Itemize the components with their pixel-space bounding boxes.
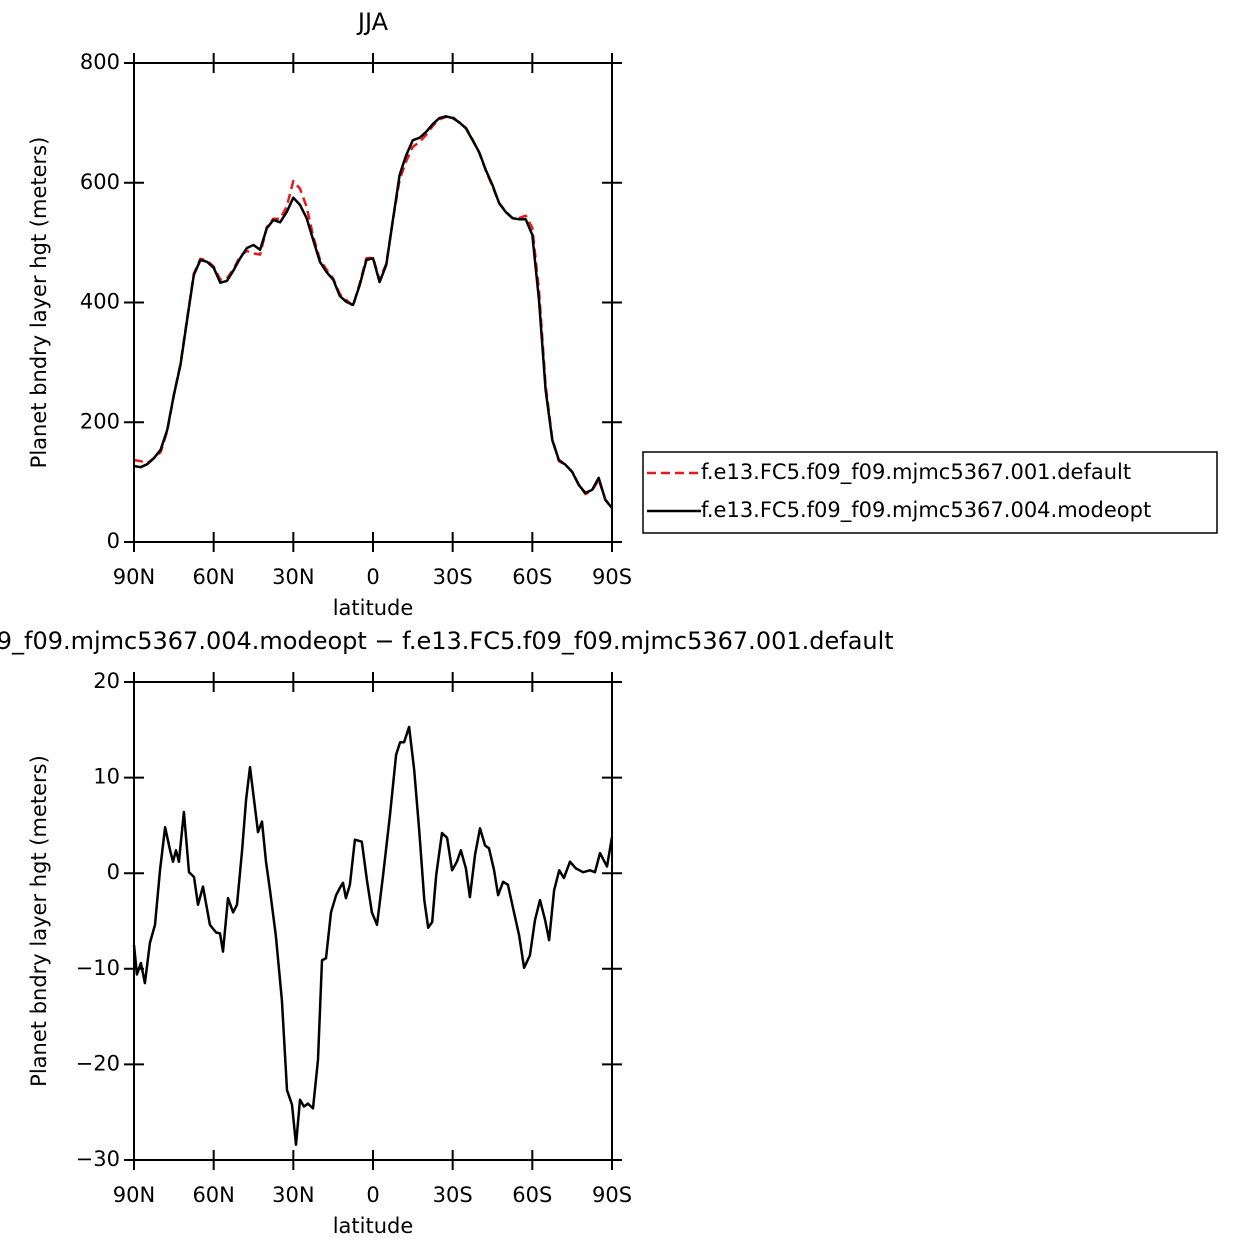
y-axis-label: Planet bndry layer hgt (meters) — [27, 755, 51, 1087]
y-tick-label: −30 — [76, 1147, 120, 1171]
y-axis-label: Planet bndry layer hgt (meters) — [27, 137, 51, 469]
y-tick-label: 10 — [93, 765, 120, 789]
x-axis-label: latitude — [333, 1214, 414, 1238]
x-tick-label: 0 — [366, 1183, 379, 1207]
y-tick-label: −10 — [76, 956, 120, 980]
legend-label: f.e13.FC5.f09_f09.mjmc5367.004.modeopt — [701, 498, 1151, 523]
data-line — [133, 115, 613, 509]
x-tick-label: 30N — [272, 565, 314, 589]
x-axis-label: latitude — [333, 596, 414, 620]
x-tick-label: 90S — [592, 565, 632, 589]
x-tick-label: 0 — [366, 565, 379, 589]
x-tick-label: 90S — [592, 1183, 632, 1207]
legend-box — [642, 451, 1218, 534]
x-tick-label: 90N — [113, 1183, 155, 1207]
y-tick-label: 20 — [93, 669, 120, 693]
y-tick-label: −20 — [76, 1051, 120, 1075]
legend-label: f.e13.FC5.f09_f09.mjmc5367.001.default — [701, 460, 1131, 485]
x-tick-label: 30N — [272, 1183, 314, 1207]
plot-frame — [133, 681, 613, 1161]
x-tick-label: 60N — [192, 565, 234, 589]
y-tick-label: 200 — [80, 409, 120, 433]
x-tick-label: 60S — [512, 1183, 552, 1207]
plot-frame — [133, 62, 613, 543]
x-tick-label: 60N — [192, 1183, 234, 1207]
x-tick-label: 60S — [512, 565, 552, 589]
y-tick-label: 800 — [80, 50, 120, 74]
y-tick-label: 0 — [107, 529, 120, 553]
y-tick-label: 0 — [107, 860, 120, 884]
y-tick-label: 600 — [80, 170, 120, 194]
x-tick-label: 90N — [113, 565, 155, 589]
x-tick-label: 30S — [433, 1183, 473, 1207]
chart-title: JJA — [356, 8, 389, 36]
data-line — [132, 725, 614, 1146]
y-tick-label: 400 — [80, 290, 120, 314]
chart-title: f.e13.FC5.f09_f09.mjmc5367.004.modeopt −… — [0, 627, 894, 655]
x-tick-label: 30S — [433, 565, 473, 589]
